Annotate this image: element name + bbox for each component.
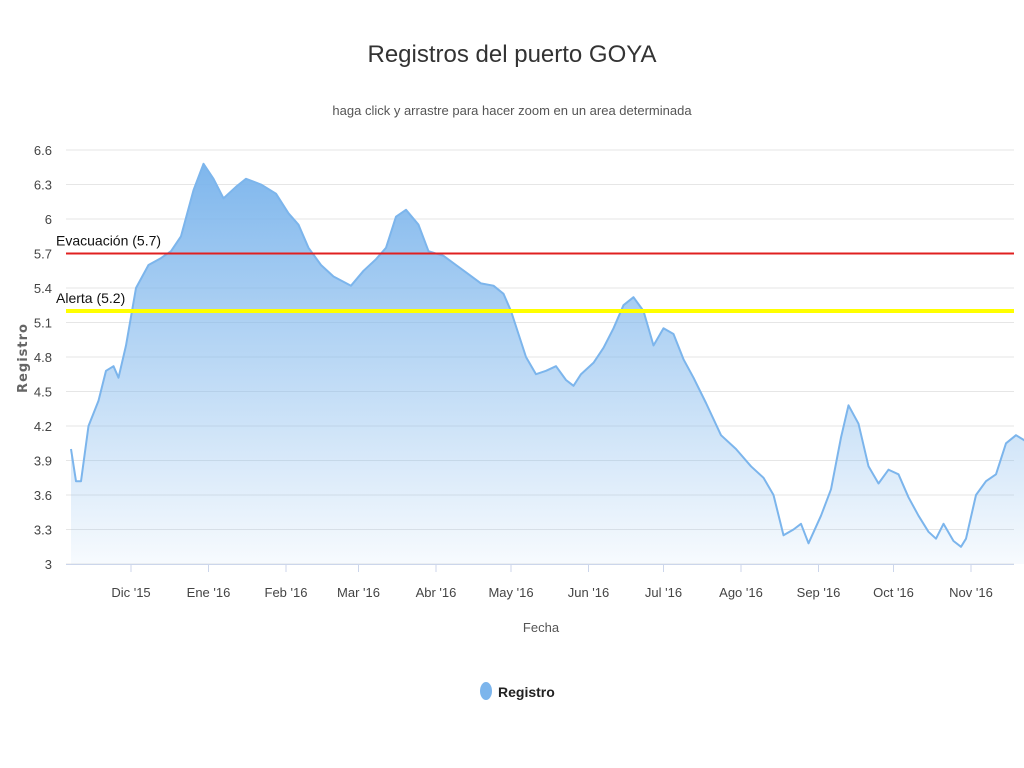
y-tick-label: 3.3 xyxy=(34,523,52,538)
chart-subtitle: haga click y arrastre para hacer zoom en… xyxy=(332,103,692,118)
x-tick-label: Ene '16 xyxy=(187,585,231,600)
x-tick-label: Dic '15 xyxy=(111,585,150,600)
x-tick-label: Sep '16 xyxy=(797,585,841,600)
plot-line-label: Alerta (5.2) xyxy=(56,290,125,306)
x-tick-label: Feb '16 xyxy=(265,585,308,600)
x-axis-ticks: Dic '15 Ene '16 Feb '16 Mar '16 Abr '16 May '… xyxy=(111,564,993,600)
chart-title: Registros del puerto GOYA xyxy=(367,41,656,68)
x-axis-label: Fecha xyxy=(523,620,560,635)
plot-lines: Evacuación (5.7) Alerta (5.2) xyxy=(56,233,1014,313)
series-area[interactable] xyxy=(71,163,1024,564)
y-axis-label: Registro xyxy=(16,323,31,393)
x-tick-label: Nov '16 xyxy=(949,585,993,600)
y-tick-label: 4.8 xyxy=(34,350,52,365)
x-tick-label: Oct '16 xyxy=(873,585,914,600)
series-line[interactable] xyxy=(70,162,1024,548)
x-tick-label: Jun '16 xyxy=(568,585,610,600)
x-tick-label: Ago '16 xyxy=(719,585,763,600)
y-tick-label: 6.3 xyxy=(34,178,52,193)
y-tick-label: 5.1 xyxy=(34,316,52,331)
y-tick-label: 3.9 xyxy=(34,454,52,469)
y-tick-label: 6 xyxy=(45,212,52,227)
x-tick-label: Abr '16 xyxy=(416,585,457,600)
y-tick-label: 5.4 xyxy=(34,281,52,296)
x-tick-label: May '16 xyxy=(488,585,533,600)
y-tick-label: 4.2 xyxy=(34,419,52,434)
y-tick-label: 3.6 xyxy=(34,488,52,503)
y-axis-ticks: 3 3.3 3.6 3.9 4.2 4.5 4.8 5.1 5.4 5.7 6 6.3 6.6 xyxy=(34,143,52,572)
legend-marker-icon xyxy=(480,682,492,700)
legend-item-registro[interactable]: Registro xyxy=(498,684,555,700)
y-tick-label: 3 xyxy=(45,557,52,572)
legend[interactable]: Registro xyxy=(480,682,555,700)
x-tick-label: Mar '16 xyxy=(337,585,380,600)
y-tick-label: 5.7 xyxy=(34,247,52,262)
x-tick-label: Jul '16 xyxy=(645,585,682,600)
y-tick-label: 6.6 xyxy=(34,143,52,158)
y-tick-label: 4.5 xyxy=(34,385,52,400)
plot-line-label: Evacuación (5.7) xyxy=(56,233,161,249)
